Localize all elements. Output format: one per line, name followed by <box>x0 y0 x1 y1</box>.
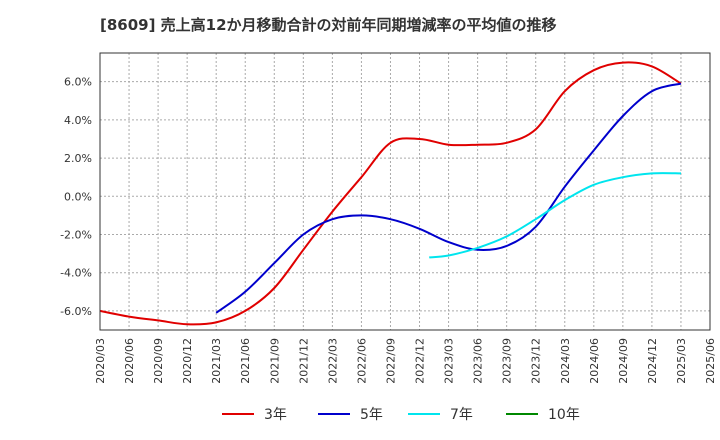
x-tick-label: 2025/06 <box>704 338 717 384</box>
x-tick-label: 2022/03 <box>326 338 339 384</box>
x-tick-label: 2024/03 <box>559 338 572 384</box>
x-tick-label: 2023/06 <box>472 338 485 384</box>
y-tick-label: 2.0% <box>64 152 92 165</box>
x-tick-label: 2022/06 <box>355 338 368 384</box>
grid-lines <box>99 53 711 330</box>
y-tick-label: 4.0% <box>64 114 92 127</box>
y-axis-ticks: 6.0% 4.0% 2.0% 0.0% -2.0% -4.0% -6.0% <box>60 76 92 318</box>
series-lines <box>99 61 682 326</box>
x-tick-label: 2022/09 <box>384 338 397 384</box>
x-tick-label: 2020/09 <box>152 338 165 384</box>
y-tick-label: -2.0% <box>60 228 92 241</box>
x-tick-label: 2020/12 <box>181 338 194 384</box>
x-tick-label: 2020/03 <box>94 338 107 384</box>
y-tick-label: -6.0% <box>60 305 92 318</box>
x-tick-label: 2021/03 <box>210 338 223 384</box>
x-tick-label: 2021/12 <box>297 338 310 384</box>
x-axis-ticks: 2020/03 2020/06 2020/09 2020/12 2021/03 2021/… <box>94 338 717 384</box>
legend-label-1: 3年 <box>264 407 287 423</box>
x-tick-label: 2024/12 <box>646 338 659 384</box>
x-tick-label: 2021/09 <box>268 338 281 384</box>
x-tick-label: 2023/12 <box>530 338 543 384</box>
x-tick-label: 2023/09 <box>501 338 514 384</box>
series-line-2 <box>215 82 682 314</box>
x-tick-label: 2022/12 <box>414 338 427 384</box>
legend-label-4: 10年 <box>548 407 580 423</box>
y-tick-label: 0.0% <box>64 190 92 203</box>
x-tick-label: 2023/03 <box>443 338 456 384</box>
legend-label-2: 5年 <box>360 407 383 423</box>
y-tick-label: 6.0% <box>64 76 92 89</box>
x-tick-label: 2024/06 <box>588 338 601 384</box>
x-tick-label: 2020/06 <box>123 338 136 384</box>
chart-title: [8609] 売上高12か月移動合計の対前年同期増減率の平均値の推移 <box>100 16 557 34</box>
x-tick-label: 2024/09 <box>617 338 630 384</box>
legend-label-3: 7年 <box>450 407 473 423</box>
x-tick-label: 2025/03 <box>675 338 688 384</box>
series-line-3 <box>429 172 682 259</box>
series-line-1 <box>99 61 682 326</box>
plot-area <box>100 53 710 330</box>
legend: 3年 5年 7年 10年 <box>222 407 580 423</box>
y-tick-label: -4.0% <box>60 267 92 280</box>
x-tick-label: 2021/06 <box>239 338 252 384</box>
plot-border <box>99 52 711 331</box>
